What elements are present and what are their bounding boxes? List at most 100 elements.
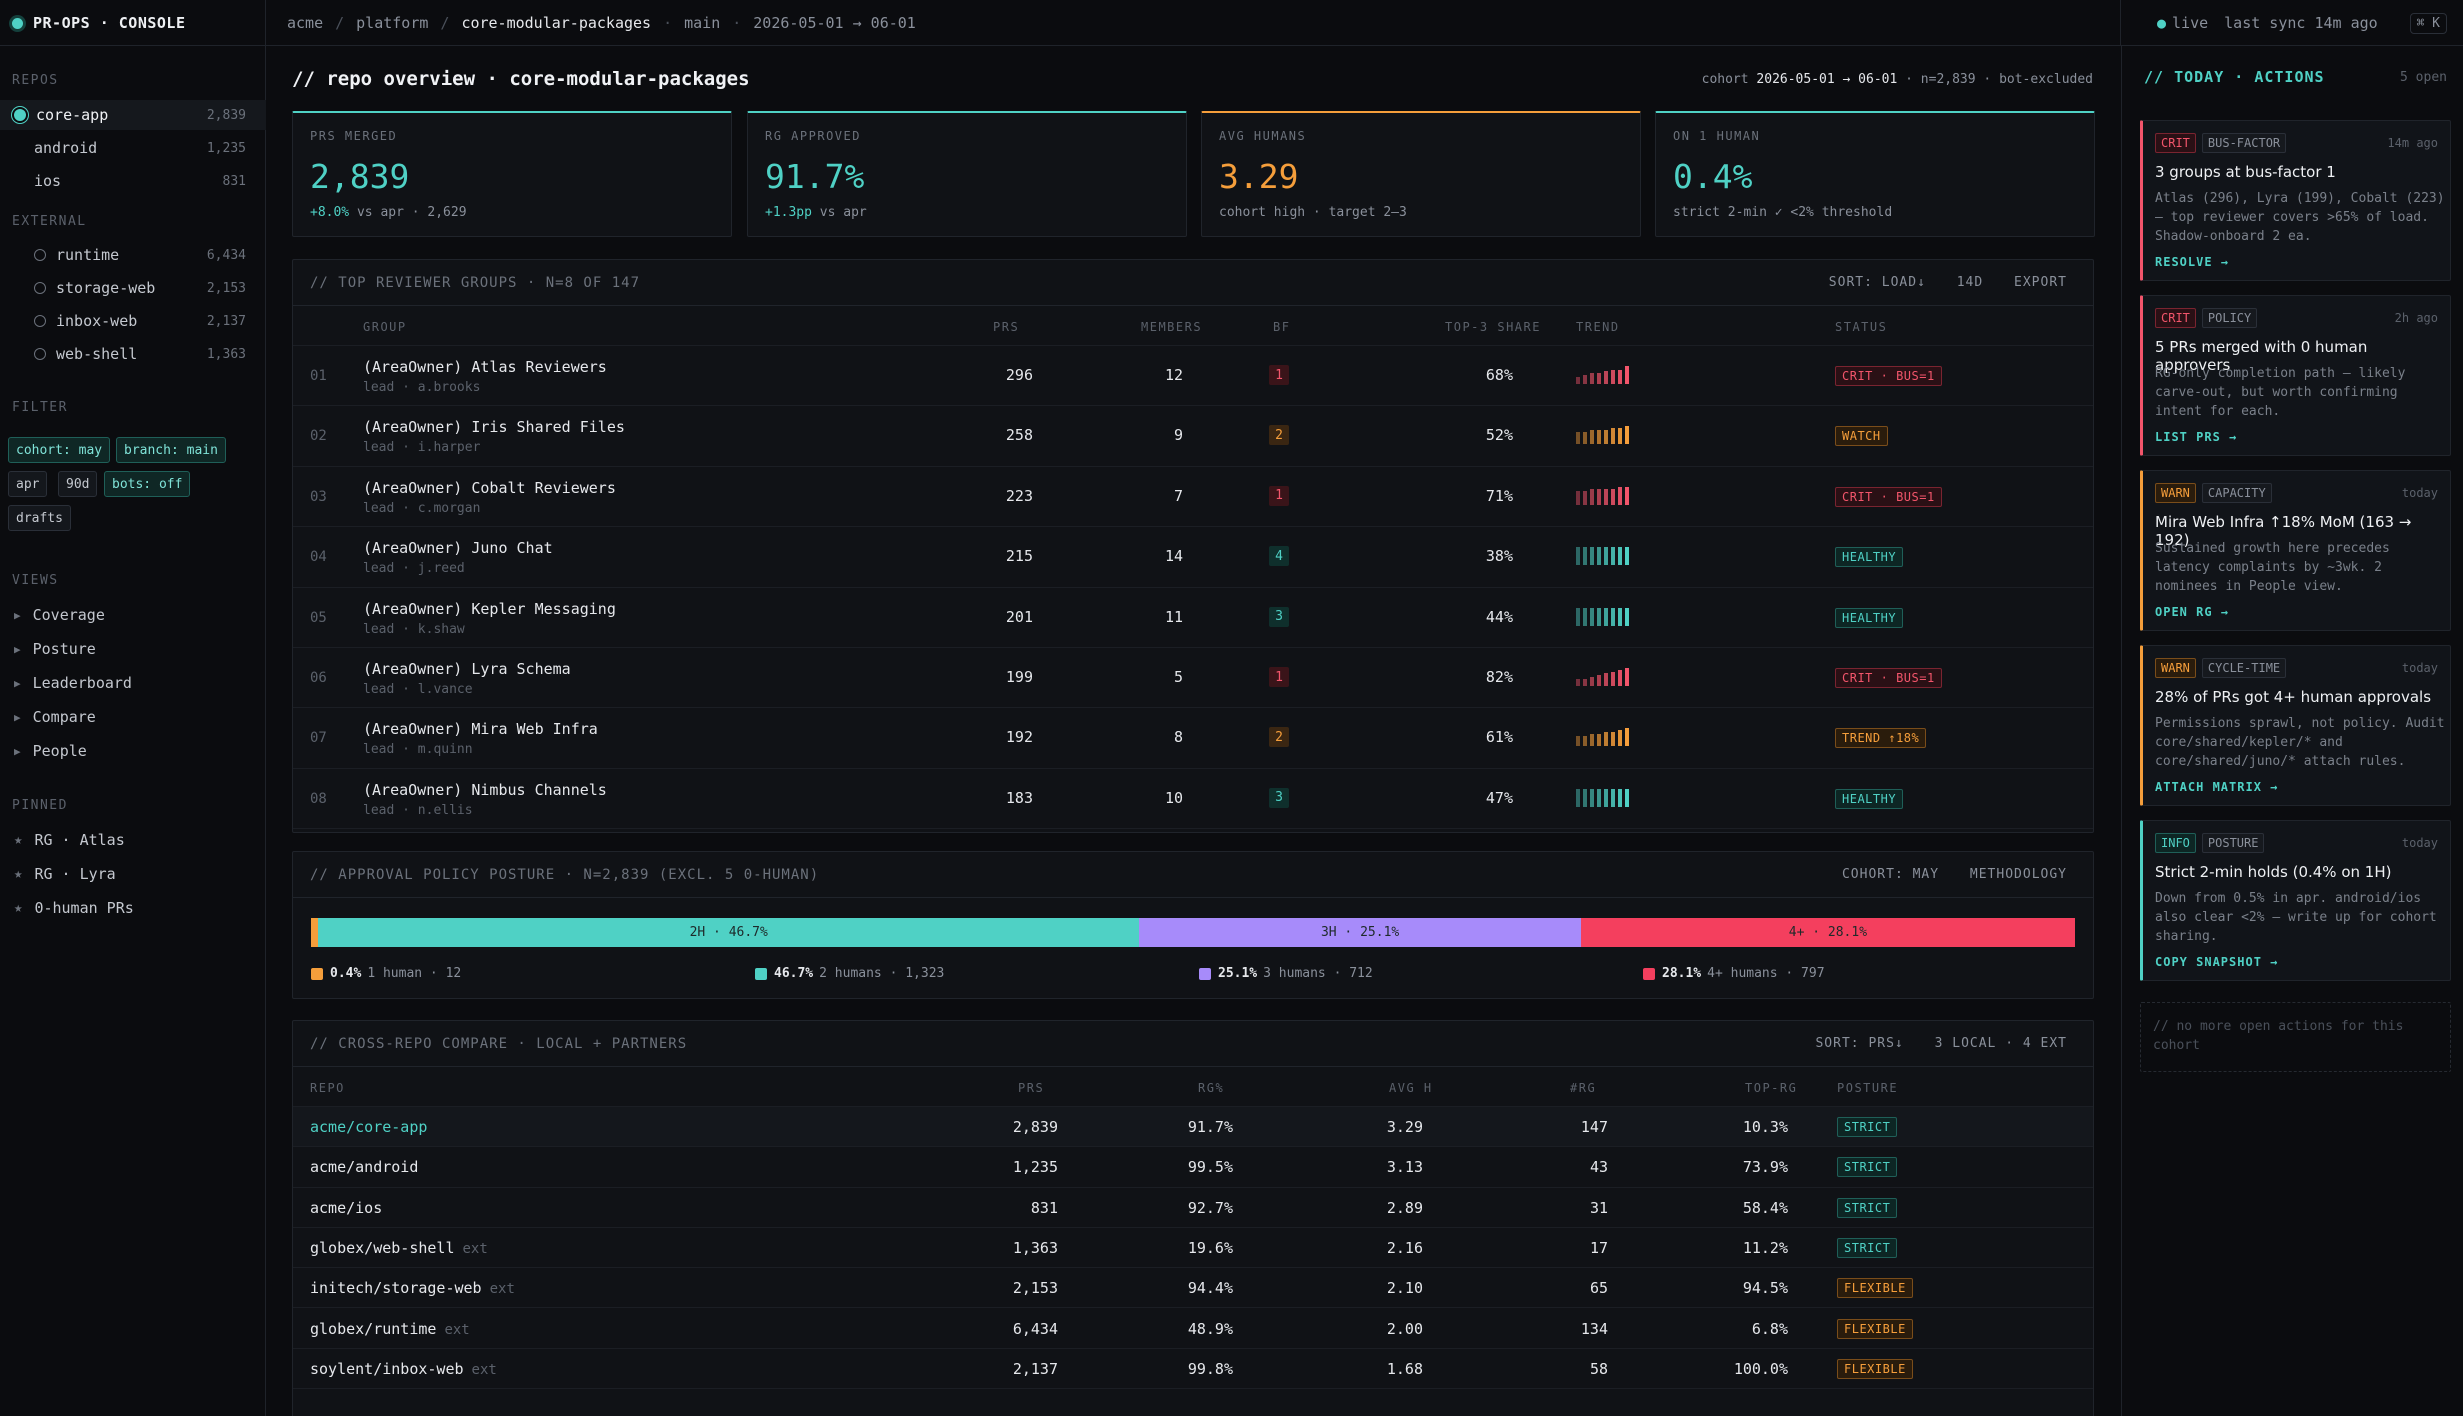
group-name[interactable]: (AreaOwner) Cobalt Reviewers <box>363 478 616 497</box>
sidebar-pinned-atlas[interactable]: ★ RG · Atlas <box>0 825 266 855</box>
col-trend[interactable]: TREND <box>1576 320 1620 334</box>
kpi-avg-humans[interactable]: AVG HUMANS 3.29 cohort high · target 2–3 <box>1201 111 1641 237</box>
repo-name[interactable]: soylent/inbox-web <box>310 1359 464 1378</box>
crumb-team[interactable]: platform <box>356 14 429 32</box>
methodology-button[interactable]: METHODOLOGY <box>1969 867 2067 882</box>
sidebar-view-people[interactable]: ▶ People <box>0 736 266 766</box>
group-name[interactable]: (AreaOwner) Kepler Messaging <box>363 599 616 618</box>
col-group[interactable]: GROUP <box>363 320 407 334</box>
col-num-rg[interactable]: #RG <box>1570 1081 1597 1095</box>
sidebar-view-leaderboard[interactable]: ▶ Leaderboard <box>0 668 266 698</box>
col-prs[interactable]: PRS <box>1018 1081 1045 1095</box>
cohort-may-button[interactable]: COHORT: MAY <box>1841 867 1940 882</box>
table-row[interactable]: initech/storage-web ext 2,153 94.4% 2.10 65 94… <box>293 1268 2093 1309</box>
table-row[interactable]: 08 (AreaOwner) Nimbus Channels lead · n.el… <box>293 769 2093 830</box>
col-rg-pct[interactable]: RG% <box>1198 1081 1225 1095</box>
sidebar-repo-ios[interactable]: ios 831 <box>0 166 266 196</box>
filter-chip-branch[interactable]: branch: main <box>116 437 226 463</box>
posture-segment[interactable]: 3H · 25.1% <box>1139 918 1581 947</box>
table-row[interactable]: soylent/inbox-web ext 2,137 99.8% 1.68 58 100.… <box>293 1349 2093 1390</box>
kpi-rg-approved[interactable]: RG APPROVED 91.7% +1.3pp vs apr <box>747 111 1187 237</box>
table-row[interactable]: acme/android 1,235 99.5% 3.13 43 73.9% STRICT <box>293 1147 2093 1188</box>
row-index: 01 <box>310 368 327 384</box>
repo-name[interactable]: acme/android <box>310 1158 419 1177</box>
table-row[interactable]: 03 (AreaOwner) Cobalt Reviewers lead · c.m… <box>293 467 2093 528</box>
sidebar-external-storage-web[interactable]: storage-web 2,153 <box>0 273 266 303</box>
col-posture[interactable]: POSTURE <box>1837 1081 1899 1095</box>
col-prs[interactable]: PRS <box>993 320 1020 334</box>
card-action-link[interactable]: LIST PRS → <box>2155 430 2238 444</box>
table-row[interactable]: globex/web-shell ext 1,363 19.6% 2.16 17 11.2%… <box>293 1228 2093 1269</box>
sidebar-view-posture[interactable]: ▶ Posture <box>0 634 266 664</box>
posture-segment[interactable]: 2H · 46.7% <box>318 918 1140 947</box>
repo-name[interactable]: initech/storage-web <box>310 1279 482 1298</box>
sidebar-external-runtime[interactable]: runtime 6,434 <box>0 240 266 270</box>
export-button[interactable]: EXPORT <box>2014 275 2067 290</box>
group-name[interactable]: (AreaOwner) Juno Chat <box>363 539 553 558</box>
posture-segment[interactable] <box>311 918 319 947</box>
repo-name[interactable]: globex/runtime <box>310 1319 437 1338</box>
sort-load-button[interactable]: SORT: LOAD↓ <box>1828 275 1926 290</box>
main-content: // repo overview · core-modular-packages… <box>267 46 2120 1416</box>
sidebar-view-coverage[interactable]: ▶ Coverage <box>0 600 266 630</box>
filter-chip-drafts[interactable]: drafts <box>8 505 71 531</box>
repo-name[interactable]: acme/core-app <box>310 1118 428 1136</box>
sidebar-repo-core-app[interactable]: core-app 2,839 <box>0 100 266 130</box>
table-row[interactable]: globex/runtime ext 6,434 48.9% 2.00 134 6.8% FL… <box>293 1309 2093 1349</box>
filter-chip-bots[interactable]: bots: off <box>104 471 191 497</box>
sidebar-repo-android[interactable]: android 1,235 <box>0 133 266 163</box>
command-palette-shortcut[interactable]: ⌘ K <box>2409 12 2447 34</box>
group-name[interactable]: (AreaOwner) Atlas Reviewers <box>363 358 607 376</box>
action-card[interactable]: WARN CYCLE-TIME today 28% of PRs got 4+ hum… <box>2140 645 2451 806</box>
sidebar-pinned-0-human[interactable]: ★ 0-human PRs <box>0 893 266 923</box>
filter-chip-apr[interactable]: apr <box>8 471 48 497</box>
col-top-rg[interactable]: TOP-RG <box>1745 1081 1798 1095</box>
scope-filter-button[interactable]: 3 LOCAL · 4 EXT <box>1934 1036 2067 1051</box>
group-name[interactable]: (AreaOwner) Mira Web Infra <box>363 720 598 739</box>
brand[interactable]: PR-OPS · CONSOLE <box>0 0 266 46</box>
card-action-link[interactable]: RESOLVE → <box>2155 255 2230 269</box>
card-action-link[interactable]: OPEN RG → <box>2155 605 2230 619</box>
group-name[interactable]: (AreaOwner) Nimbus Channels <box>363 780 607 799</box>
crumb-org[interactable]: acme <box>287 14 324 32</box>
range-14d-button[interactable]: 14D <box>1956 275 1984 290</box>
kpi-prs-merged[interactable]: PRS MERGED 2,839 +8.0% vs apr · 2,629 <box>292 111 732 237</box>
sidebar-external-inbox-web[interactable]: inbox-web 2,137 <box>0 306 266 336</box>
table-row[interactable]: 06 (AreaOwner) Lyra Schema lead · l.vance 1… <box>293 648 2093 709</box>
table-row[interactable]: 01 (AreaOwner) Atlas Reviewers lead · a.br… <box>293 346 2093 407</box>
sidebar-external-web-shell[interactable]: web-shell 1,363 <box>0 339 266 369</box>
action-card[interactable]: CRIT POLICY 2h ago 5 PRs merged with 0 huma… <box>2140 295 2451 456</box>
table-row[interactable]: acme/core-app 2,839 91.7% 3.29 147 10.3% STRIC… <box>293 1107 2093 1148</box>
col-status[interactable]: STATUS <box>1835 320 1888 334</box>
crumb-branch[interactable]: main <box>684 14 721 32</box>
table-row[interactable]: acme/ios 831 92.7% 2.89 31 58.4% STRICT <box>293 1188 2093 1228</box>
sort-prs-button[interactable]: SORT: PRS↓ <box>1815 1036 1904 1051</box>
card-action-link[interactable]: COPY SNAPSHOT → <box>2155 955 2279 969</box>
action-card[interactable]: CRIT BUS-FACTOR 14m ago 3 groups at bus-fac… <box>2140 120 2451 281</box>
kpi-on-one-human[interactable]: ON 1 HUMAN 0.4% strict 2-min ✓ <2% thres… <box>1655 111 2095 237</box>
group-name[interactable]: (AreaOwner) Iris Shared Files <box>363 418 625 437</box>
card-action-link[interactable]: ATTACH MATRIX → <box>2155 780 2279 794</box>
crumb-repo[interactable]: core-modular-packages <box>461 14 652 32</box>
sidebar-pinned-lyra[interactable]: ★ RG · Lyra <box>0 859 266 889</box>
col-avg-h[interactable]: AVG H <box>1389 1081 1433 1095</box>
filter-chip-cohort[interactable]: cohort: may <box>8 437 111 463</box>
crumb-range[interactable]: 2026-05-01 → 06-01 <box>753 14 916 32</box>
filter-chip-90d[interactable]: 90d <box>58 471 98 497</box>
sidebar-view-compare[interactable]: ▶ Compare <box>0 702 266 732</box>
table-row[interactable]: 04 (AreaOwner) Juno Chat lead · j.reed 215 1… <box>293 527 2093 588</box>
posture-segment[interactable]: 4+ · 28.1% <box>1580 918 2076 947</box>
card-title: 28% of PRs got 4+ human approvals <box>2155 688 2432 706</box>
table-row[interactable]: 05 (AreaOwner) Kepler Messaging lead · k.s… <box>293 588 2093 648</box>
table-row[interactable]: 07 (AreaOwner) Mira Web Infra lead · m.qui… <box>293 708 2093 769</box>
col-members[interactable]: MEMBERS <box>1141 320 1203 334</box>
repo-name[interactable]: acme/ios <box>310 1198 383 1217</box>
col-repo[interactable]: REPO <box>310 1081 345 1095</box>
repo-name[interactable]: globex/web-shell <box>310 1238 455 1257</box>
action-card[interactable]: INFO POSTURE today Strict 2-min holds (0.4%… <box>2140 820 2451 981</box>
table-row[interactable]: 02 (AreaOwner) Iris Shared Files lead · i.… <box>293 406 2093 467</box>
group-name[interactable]: (AreaOwner) Lyra Schema <box>363 660 571 678</box>
col-top3-share[interactable]: TOP-3 SHARE <box>1445 320 1541 334</box>
action-card[interactable]: WARN CAPACITY today Mira Web Infra ↑18% MoM… <box>2140 470 2451 631</box>
col-bf[interactable]: BF <box>1273 320 1291 334</box>
